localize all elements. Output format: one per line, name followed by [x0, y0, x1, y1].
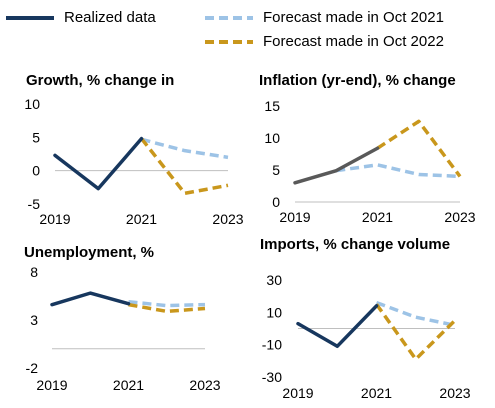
- imports-ytick-label: 30: [266, 272, 282, 288]
- growth-ytick-label: 10: [24, 96, 40, 112]
- unemployment-chart: Unemployment, % -2 3 8 2019 2021 2023: [0, 244, 240, 404]
- inflation-xtick-label: 2023: [444, 209, 475, 225]
- imports-xtick-label: 2023: [439, 385, 470, 401]
- inflation-xtick-label: 2021: [362, 209, 393, 225]
- unemployment-chart-title: Unemployment, %: [24, 244, 155, 261]
- unemployment-ytick-label: 8: [30, 264, 38, 280]
- growth-series-forecast-2022: [140, 137, 229, 196]
- unemployment-series-forecast-2022: [128, 302, 206, 314]
- inflation-ytick-label: 10: [264, 130, 280, 146]
- growth-ytick-label: -5: [28, 196, 41, 212]
- legend-label-forecast-2021: Forecast made in Oct 2021: [263, 9, 444, 26]
- unemployment-xtick-label: 2021: [113, 377, 144, 393]
- inflation-chart: Inflation (yr-end), % change 0 5 10 15 2019 2…: [250, 72, 495, 225]
- unemployment-series-realized: [50, 291, 131, 307]
- inflation-xtick-label: 2019: [279, 209, 310, 225]
- imports-series-forecast-2022: [375, 303, 457, 361]
- inflation-chart-plot: 0 5 10 15 2019 2021 2023: [264, 98, 475, 225]
- inflation-ytick-label: 15: [264, 98, 280, 114]
- legend-label-realized: Realized data: [64, 9, 156, 26]
- imports-chart-plot: -30 -10 10 30 2019 2021 2023: [262, 272, 471, 401]
- imports-ytick-label: -10: [262, 337, 282, 353]
- growth-chart: Growth, % change in -5 0 5 10 2019 2021 2023: [0, 72, 243, 227]
- imports-xtick-label: 2021: [361, 385, 392, 401]
- growth-chart-title: Growth, % change in: [26, 72, 175, 89]
- legend-item-forecast-2022: Forecast made in Oct 2022: [205, 33, 444, 50]
- unemployment-chart-plot: -2 3 8 2019 2021 2023: [26, 264, 221, 393]
- unemployment-ytick-label: -2: [26, 360, 39, 376]
- inflation-series-forecast-2021: [336, 163, 461, 179]
- growth-chart-plot: -5 0 5 10 2019 2021 2023: [24, 96, 243, 227]
- growth-series-forecast-2021: [141, 137, 229, 160]
- unemployment-series-forecast-2021: [128, 300, 206, 308]
- inflation-ytick-label: 0: [272, 194, 280, 210]
- imports-ytick-label: -30: [262, 369, 282, 385]
- legend-item-realized: Realized data: [6, 9, 156, 26]
- inflation-series-realized: [293, 146, 380, 185]
- growth-series-realized: [53, 136, 144, 191]
- unemployment-xtick-label: 2019: [36, 377, 67, 393]
- growth-xtick-label: 2023: [212, 211, 243, 227]
- unemployment-xtick-label: 2023: [189, 377, 220, 393]
- legend-item-forecast-2021: Forecast made in Oct 2021: [205, 9, 444, 26]
- legend-swatch-forecast-2022: [205, 39, 253, 44]
- legend-swatch-forecast-2021: [205, 15, 253, 20]
- inflation-series-forecast-2022: [376, 119, 462, 178]
- inflation-ytick-label: 5: [272, 162, 280, 178]
- legend: Realized data Forecast made in Oct 2021 …: [0, 0, 495, 62]
- growth-ytick-label: 5: [32, 129, 40, 145]
- imports-ytick-label: 10: [266, 304, 282, 320]
- imports-chart-title: Imports, % change volume: [260, 236, 451, 253]
- legend-swatch-realized: [6, 15, 54, 20]
- imports-chart: Imports, % change volume -30 -10 10 30 2019 2…: [250, 236, 495, 404]
- growth-xtick-label: 2019: [39, 211, 70, 227]
- imports-series-realized: [296, 304, 379, 349]
- legend-label-forecast-2022: Forecast made in Oct 2022: [263, 33, 444, 50]
- growth-xtick-label: 2021: [126, 211, 157, 227]
- growth-ytick-label: 0: [32, 163, 40, 179]
- unemployment-ytick-label: 3: [30, 312, 38, 328]
- imports-xtick-label: 2019: [282, 385, 313, 401]
- inflation-chart-title: Inflation (yr-end), % change: [259, 72, 456, 89]
